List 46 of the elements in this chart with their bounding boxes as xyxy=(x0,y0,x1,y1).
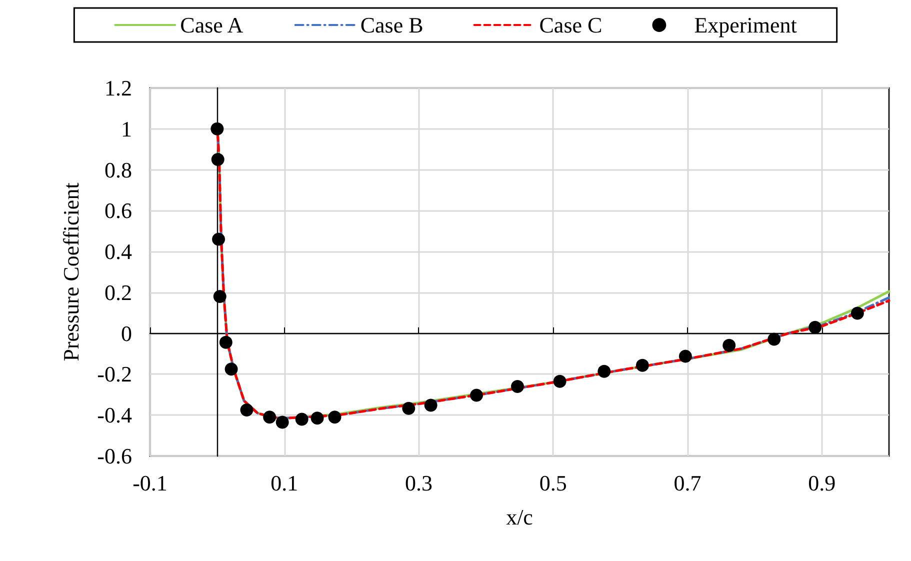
y-tick-label: 0 xyxy=(121,320,132,346)
x-tick-label: 0.7 xyxy=(674,470,702,496)
x-tick-label: 0.5 xyxy=(539,470,567,496)
point xyxy=(310,412,324,425)
y-tick-label: 0.8 xyxy=(104,157,132,182)
x-tick-label: 0.3 xyxy=(404,470,432,496)
point xyxy=(678,350,692,363)
y-tick-label: 0.6 xyxy=(104,198,132,224)
point xyxy=(850,306,864,320)
point xyxy=(210,122,224,136)
x-tick-label: -0.1 xyxy=(132,470,168,496)
y-tick-label: -0.4 xyxy=(97,402,132,428)
point xyxy=(263,410,276,424)
point xyxy=(722,338,736,352)
point xyxy=(511,380,524,393)
y-tick-label: 0.2 xyxy=(104,280,132,305)
x-tick-label: 0.1 xyxy=(270,470,298,496)
point xyxy=(553,374,566,388)
point xyxy=(402,402,416,415)
point xyxy=(212,232,226,246)
y-tick-label: 1 xyxy=(121,116,132,142)
y-tick-label: 1.2 xyxy=(104,76,132,100)
x-tick-label: 0.9 xyxy=(808,470,836,496)
legend-label: Case B xyxy=(360,12,424,38)
point xyxy=(224,362,238,376)
point xyxy=(276,416,289,429)
point xyxy=(636,358,649,372)
point xyxy=(328,410,342,424)
point xyxy=(808,320,822,334)
point xyxy=(219,336,232,349)
y-tick-label: 0.4 xyxy=(104,239,132,264)
point xyxy=(213,290,226,304)
y-axis-title: Pressure Coefficient xyxy=(58,182,84,362)
point xyxy=(295,412,308,426)
point xyxy=(211,153,224,166)
legend-label: Case C xyxy=(539,12,602,38)
point xyxy=(768,332,781,346)
point xyxy=(424,398,438,412)
point xyxy=(598,364,611,378)
y-tick-label: -0.6 xyxy=(97,444,132,468)
point xyxy=(470,388,484,402)
y-tick-label: -0.2 xyxy=(97,362,132,387)
legend-label: Case A xyxy=(180,12,244,38)
x-axis-title: x/c xyxy=(506,504,534,530)
legend-label: Experiment xyxy=(694,12,797,38)
point xyxy=(240,404,254,416)
